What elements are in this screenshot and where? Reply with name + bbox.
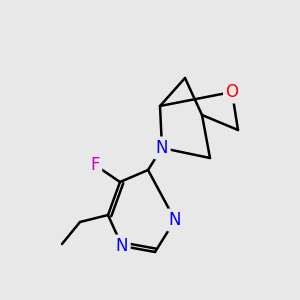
Text: N: N <box>116 237 128 255</box>
Text: N: N <box>156 139 168 157</box>
Text: N: N <box>169 211 181 229</box>
Text: F: F <box>90 156 100 174</box>
Text: O: O <box>226 83 238 101</box>
